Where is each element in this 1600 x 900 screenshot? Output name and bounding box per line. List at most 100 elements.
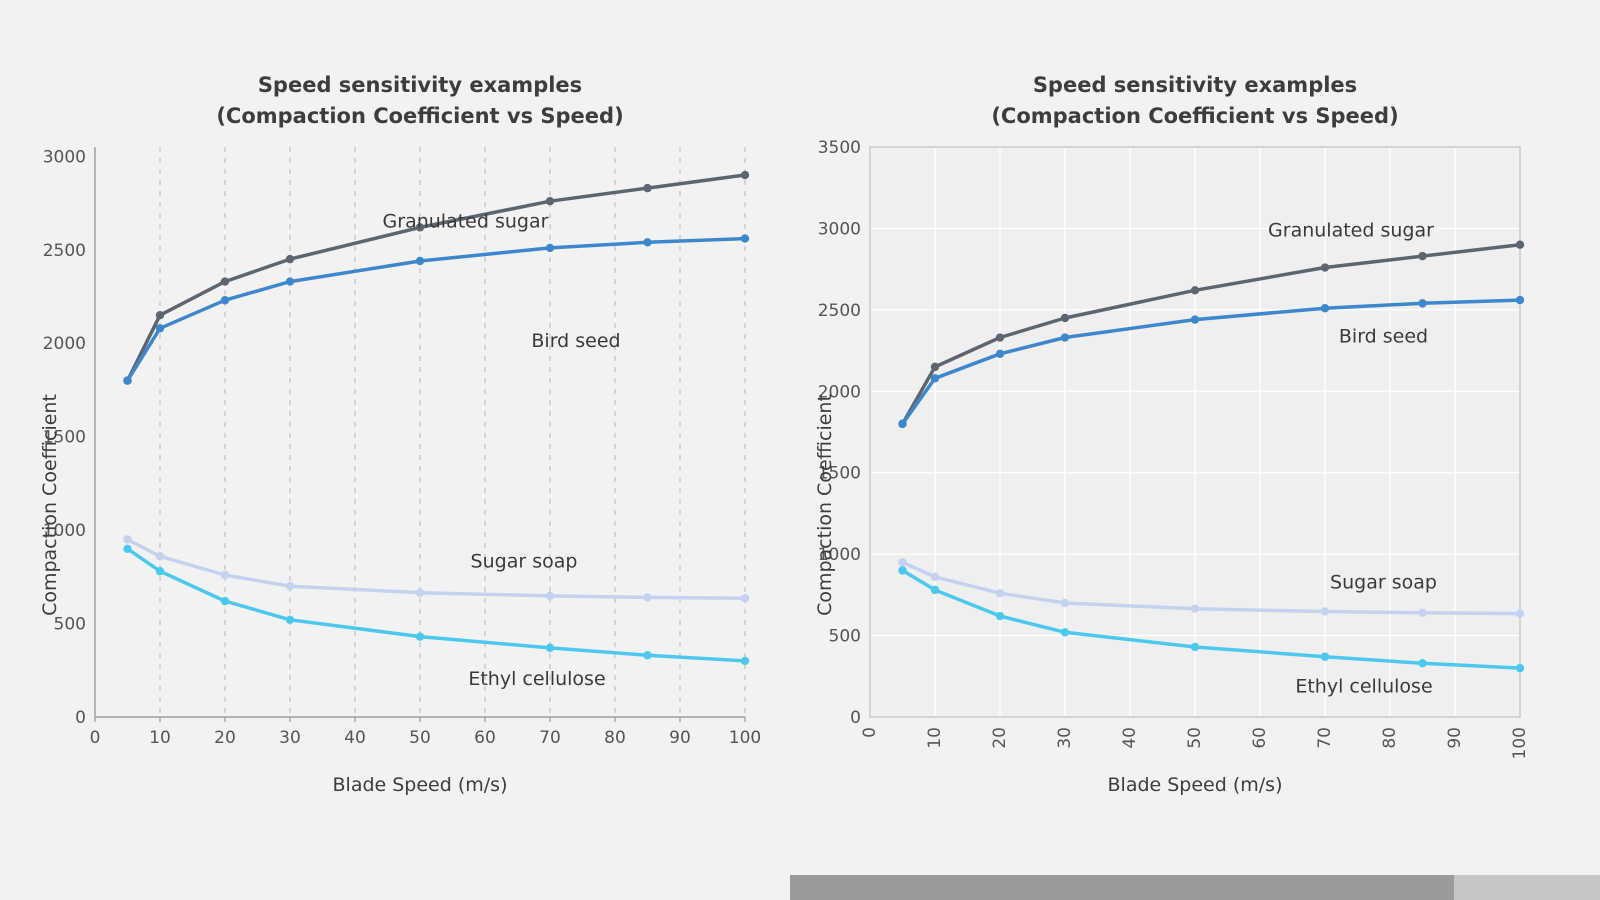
y-tick-label: 500	[829, 627, 861, 647]
right-chart: Speed sensitivity examples (Compaction C…	[795, 70, 1555, 870]
series-marker-ethyl-cellulose	[1060, 628, 1070, 637]
y-tick-label: 1500	[818, 464, 861, 484]
right-chart-canvas: 0 10 20 30 40 50 60 70 80 90 100050010001500200025…	[818, 138, 1530, 759]
series-marker-sugar-soap	[930, 572, 940, 582]
series-marker-granulated-sugar	[1418, 251, 1427, 261]
series-marker-granulated-sugar	[220, 277, 230, 286]
left-chart-title-line1: Speed sensitivity examples	[257, 73, 583, 97]
series-marker-granulated-sugar	[545, 196, 555, 206]
series-marker-ethyl-cellulose	[1418, 659, 1427, 668]
right-chart-title-line2: (Compaction Coefficient vs Speed)	[991, 104, 1399, 128]
series-marker-granulated-sugar	[415, 223, 425, 232]
x-tick-label: 90	[1445, 727, 1465, 749]
right-chart-title: Speed sensitivity examples (Compaction C…	[870, 70, 1520, 132]
series-marker-granulated-sugar	[740, 170, 750, 180]
series-marker-ethyl-cellulose	[898, 566, 907, 575]
series-marker-bird-seed	[415, 256, 425, 266]
series-marker-sugar-soap	[995, 589, 1005, 598]
x-tick-label: 60	[474, 728, 496, 748]
x-tick-label: 70	[539, 728, 561, 748]
y-tick-label: 2500	[818, 301, 861, 321]
scrollbar-handle[interactable]	[790, 875, 1455, 900]
y-tick-label: 3000	[43, 147, 86, 167]
right-chart-title-line1: Speed sensitivity examples	[1032, 73, 1358, 97]
x-tick-label: 90	[669, 728, 691, 748]
series-marker-sugar-soap	[740, 594, 750, 603]
series-marker-sugar-soap	[155, 552, 165, 561]
series-marker-sugar-soap	[643, 593, 652, 602]
series-marker-sugar-soap	[1418, 608, 1427, 617]
series-marker-granulated-sugar	[1060, 313, 1070, 323]
x-tick-label: 20	[214, 728, 236, 748]
x-tick-label: 10	[925, 727, 945, 749]
series-line-bird-seed	[900, 298, 1522, 426]
series-label-ethyl-cellulose: Ethyl cellulose	[1295, 676, 1432, 698]
x-tick-label: 80	[1380, 727, 1400, 749]
left-x-axis-label: Blade Speed (m/s)	[332, 774, 508, 796]
series-marker-bird-seed	[1060, 333, 1070, 342]
y-tick-label: 2500	[43, 241, 86, 261]
series-marker-ethyl-cellulose	[740, 656, 750, 666]
x-tick-label: 10	[149, 728, 171, 748]
series-line-ethyl-cellulose	[125, 547, 747, 663]
x-tick-label: 50	[1185, 727, 1205, 749]
left-chart-canvas: 0 10 20 30 40 50 60 70 80 90 100050010001500200025…	[43, 147, 760, 748]
series-line-sugar-soap	[900, 560, 1522, 616]
series-marker-ethyl-cellulose	[545, 643, 555, 653]
series-marker-ethyl-cellulose	[285, 615, 295, 625]
series-marker-bird-seed	[1190, 315, 1200, 324]
series-marker-bird-seed	[643, 238, 652, 247]
series-label-granulated-sugar: Granulated sugar	[383, 210, 549, 232]
series-marker-bird-seed	[123, 376, 132, 385]
x-tick-label: 50	[409, 728, 431, 748]
series-marker-granulated-sugar	[1190, 286, 1200, 295]
x-tick-label: 30	[1055, 727, 1075, 749]
plot-frame	[869, 146, 1521, 718]
y-tick-label: 500	[54, 615, 86, 635]
series-marker-ethyl-cellulose	[995, 611, 1005, 621]
series-marker-sugar-soap	[898, 558, 907, 567]
series-marker-bird-seed	[1418, 299, 1427, 308]
series-marker-sugar-soap	[1515, 609, 1525, 618]
series-marker-sugar-soap	[1190, 604, 1200, 613]
series-line-granulated-sugar	[900, 242, 1522, 426]
series-marker-sugar-soap	[415, 588, 425, 597]
series-marker-ethyl-cellulose	[1515, 663, 1525, 673]
series-marker-granulated-sugar	[1515, 240, 1525, 249]
series-label-sugar-soap: Sugar soap	[471, 550, 578, 572]
x-tick-label: 0	[90, 728, 101, 748]
right-y-axis-label: Compaction Coefficient	[814, 394, 836, 616]
x-tick-label: 20	[990, 727, 1010, 749]
series-marker-bird-seed	[220, 296, 230, 305]
x-tick-label: 30	[279, 728, 301, 748]
y-tick-label: 1000	[43, 521, 86, 541]
series-marker-sugar-soap	[285, 581, 295, 591]
y-tick-label: 1000	[818, 545, 861, 565]
series-marker-granulated-sugar	[643, 183, 652, 193]
y-tick-label: 1500	[43, 428, 86, 448]
series-line-granulated-sugar	[125, 173, 747, 383]
series-marker-ethyl-cellulose	[930, 585, 940, 595]
x-tick-label: 100	[729, 728, 760, 748]
y-tick-label: 0	[850, 708, 861, 728]
series-label-sugar-soap: Sugar soap	[1330, 571, 1437, 593]
series-marker-ethyl-cellulose	[415, 632, 425, 641]
series-marker-granulated-sugar	[285, 254, 295, 264]
series-marker-bird-seed	[898, 419, 907, 429]
x-tick-label: 70	[1315, 727, 1335, 749]
x-tick-label: 40	[344, 728, 366, 748]
series-marker-granulated-sugar	[1320, 263, 1330, 272]
series-marker-sugar-soap	[1060, 598, 1070, 608]
series-marker-bird-seed	[155, 324, 165, 333]
series-line-sugar-soap	[125, 537, 747, 601]
horizontal-scrollbar[interactable]	[790, 875, 1600, 900]
series-label-ethyl-cellulose: Ethyl cellulose	[468, 668, 605, 690]
series-marker-ethyl-cellulose	[643, 651, 652, 660]
x-tick-label: 60	[1250, 727, 1270, 749]
right-x-axis-label: Blade Speed (m/s)	[1107, 774, 1283, 796]
series-marker-sugar-soap	[220, 570, 230, 580]
series-label-bird-seed: Bird seed	[531, 330, 620, 352]
series-marker-sugar-soap	[123, 535, 132, 544]
left-y-axis-label: Compaction Coefficient	[39, 394, 61, 616]
